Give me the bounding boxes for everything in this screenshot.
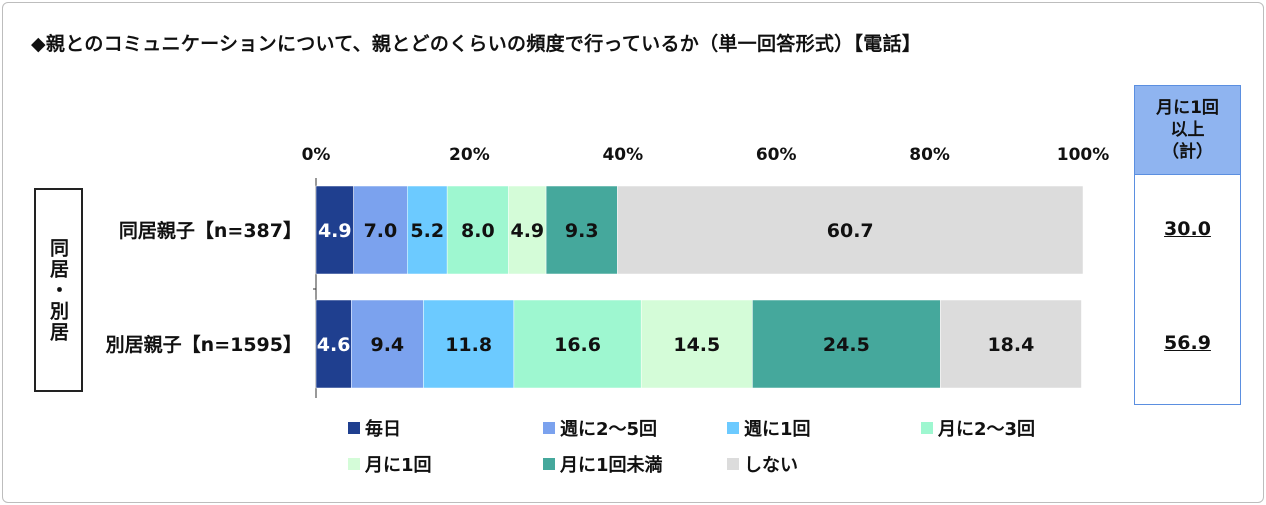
total-column: 月に1回 以上 （計） 30.0 56.9 xyxy=(1134,85,1241,405)
legend-label: 週に2～5回 xyxy=(560,419,657,440)
data-label: 8.0 xyxy=(461,220,495,242)
legend-swatch xyxy=(348,458,360,470)
bar-segment xyxy=(315,299,352,389)
legend-label: 月に2～3回 xyxy=(937,419,1035,440)
bar-segment xyxy=(752,299,941,389)
stacked-bar-chart: 0% 20% 40% 60% 80% 100% 同居親子【n=387】 4.9 7.0 5.2 8.… xyxy=(106,145,1110,476)
category-label: 同居親子【n=387】 xyxy=(119,219,302,242)
bar-segment xyxy=(513,299,642,389)
legend-swatch xyxy=(543,422,555,434)
group-label: 同居・別居 xyxy=(47,237,69,343)
total-header-label: 月に1回 以上 （計） xyxy=(1156,98,1219,162)
data-label: 18.4 xyxy=(987,334,1034,356)
total-value-cohabiting: 30.0 xyxy=(1164,218,1211,240)
legend-swatch xyxy=(727,458,739,470)
bar-segment xyxy=(423,299,515,389)
legend-label: 週に1回 xyxy=(744,419,811,440)
bar-segment xyxy=(545,185,618,275)
data-label: 60.7 xyxy=(827,220,874,242)
data-label: 5.2 xyxy=(410,220,444,242)
legend-label: 毎日 xyxy=(365,418,401,440)
group-label-box: 同居・別居 xyxy=(34,188,83,392)
data-label: 24.5 xyxy=(823,334,870,356)
data-label: 4.9 xyxy=(318,220,352,242)
bar-segment xyxy=(640,299,753,389)
x-tick-label: 100% xyxy=(1057,145,1110,165)
x-tick-label: 60% xyxy=(756,145,797,165)
bar-segment xyxy=(351,299,424,389)
total-header: 月に1回 以上 （計） xyxy=(1135,86,1240,175)
legend-swatch xyxy=(543,458,555,470)
data-label: 14.5 xyxy=(673,334,720,356)
legend-swatch xyxy=(727,422,739,434)
legend-swatch xyxy=(921,422,933,434)
x-tick-label: 40% xyxy=(602,145,643,165)
data-label: 4.6 xyxy=(317,334,351,356)
category-label: 別居親子【n=1595】 xyxy=(106,333,302,356)
total-value-separate: 56.9 xyxy=(1164,332,1211,354)
x-tick-label: 0% xyxy=(302,145,331,165)
legend-label: 月に1回 xyxy=(364,455,432,476)
bar-segment xyxy=(617,185,1084,275)
bar-segment xyxy=(446,185,509,275)
legend-swatch xyxy=(348,422,360,434)
data-label: 7.0 xyxy=(364,220,398,242)
legend-label: 月に1回未満 xyxy=(559,454,663,476)
x-tick-label: 20% xyxy=(449,145,490,165)
x-tick-label: 80% xyxy=(909,145,950,165)
data-label: 9.3 xyxy=(565,220,599,242)
chart-title: ◆親とのコミュニケーションについて、親とどのくらいの頻度で行っているか（単一回答… xyxy=(31,33,922,55)
bar-segment xyxy=(940,299,1082,389)
data-label: 4.9 xyxy=(510,220,544,242)
data-label: 16.6 xyxy=(554,334,601,356)
data-label: 9.4 xyxy=(370,334,404,356)
bar-segment xyxy=(315,185,354,275)
legend-label: しない xyxy=(744,455,798,476)
data-label: 11.8 xyxy=(445,334,492,356)
